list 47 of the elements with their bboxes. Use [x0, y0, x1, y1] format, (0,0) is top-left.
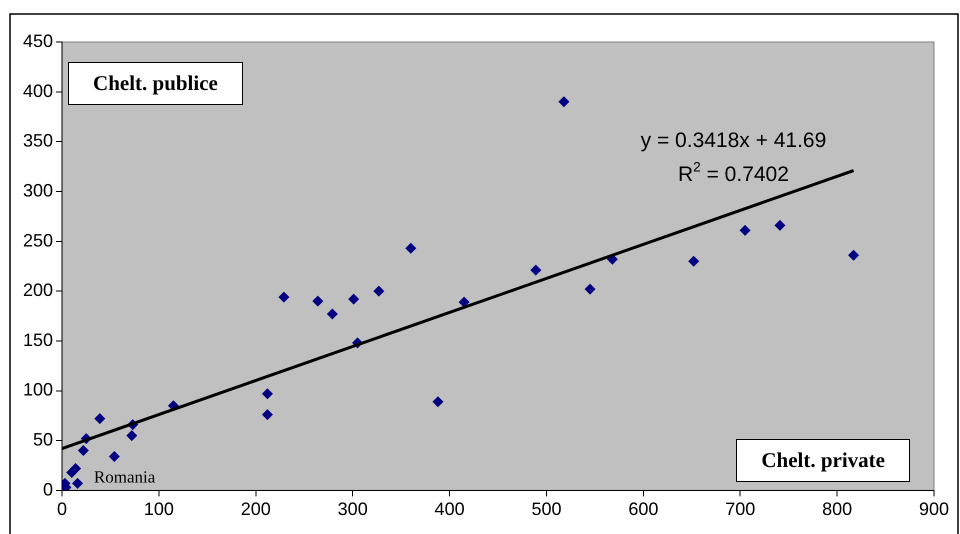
point: [774, 220, 786, 231]
point: [72, 478, 84, 489]
y-tick-label: 450: [22, 30, 54, 51]
point: [348, 294, 360, 305]
y-tick-label: 100: [22, 380, 54, 400]
point: [312, 296, 324, 307]
point: [278, 292, 290, 303]
point: [70, 462, 82, 474]
y-tick-label: 200: [22, 280, 54, 300]
y-tick-label: 0: [43, 479, 54, 500]
point: [405, 242, 416, 254]
y-axis-title: Chelt. publice: [68, 62, 243, 105]
x-tick-label: 300: [338, 499, 368, 520]
point: [432, 396, 444, 408]
x-tick-label: 100: [144, 499, 174, 520]
point: [848, 250, 860, 261]
point: [126, 430, 138, 442]
point: [108, 451, 120, 462]
point: [740, 224, 751, 236]
y-tick-label: 150: [22, 330, 54, 350]
point: [458, 296, 470, 308]
point: [262, 409, 273, 420]
y-tick-label: 300: [22, 180, 54, 200]
y-tick-label: 350: [22, 130, 54, 151]
point: [373, 286, 384, 297]
x-tick-label: 800: [822, 499, 852, 520]
point: [262, 388, 273, 400]
annotation: Romania: [94, 467, 156, 486]
point: [530, 264, 542, 276]
x-tick-label: 400: [434, 499, 465, 520]
x-axis-title: Chelt. private: [736, 439, 910, 482]
x-tick-label: 900: [918, 499, 950, 520]
point: [584, 284, 596, 295]
point: [94, 413, 106, 424]
x-tick-label: 500: [531, 499, 562, 520]
point: [558, 96, 570, 108]
y-tick-label: 400: [22, 80, 54, 101]
point: [78, 445, 89, 456]
point: [688, 256, 700, 267]
x-tick-label: 700: [725, 499, 756, 520]
x-tick-label: 200: [240, 499, 271, 520]
y-tick-label: 50: [33, 430, 54, 450]
x-tick-label: 0: [57, 499, 68, 520]
point: [326, 308, 338, 320]
x-tick-label: 600: [628, 499, 658, 520]
y-tick-label: 250: [22, 230, 54, 250]
annotation: y = 0.3418x + 41.69: [640, 129, 826, 152]
